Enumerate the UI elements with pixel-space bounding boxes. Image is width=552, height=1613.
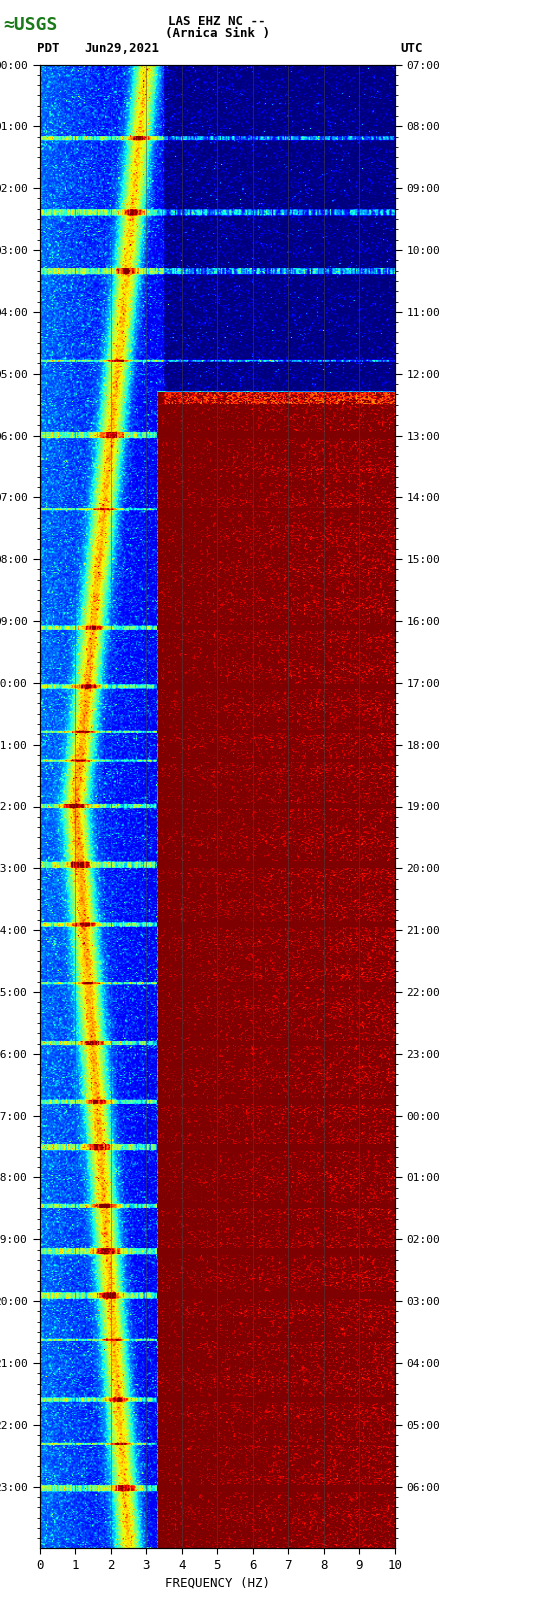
Text: UTC: UTC bbox=[400, 42, 423, 55]
Text: (Arnica Sink ): (Arnica Sink ) bbox=[164, 27, 270, 40]
Text: PDT: PDT bbox=[37, 42, 60, 55]
X-axis label: FREQUENCY (HZ): FREQUENCY (HZ) bbox=[164, 1576, 270, 1589]
Text: Jun29,2021: Jun29,2021 bbox=[84, 42, 159, 55]
Text: LAS EHZ NC --: LAS EHZ NC -- bbox=[168, 15, 266, 27]
Text: ≈USGS: ≈USGS bbox=[3, 16, 57, 34]
